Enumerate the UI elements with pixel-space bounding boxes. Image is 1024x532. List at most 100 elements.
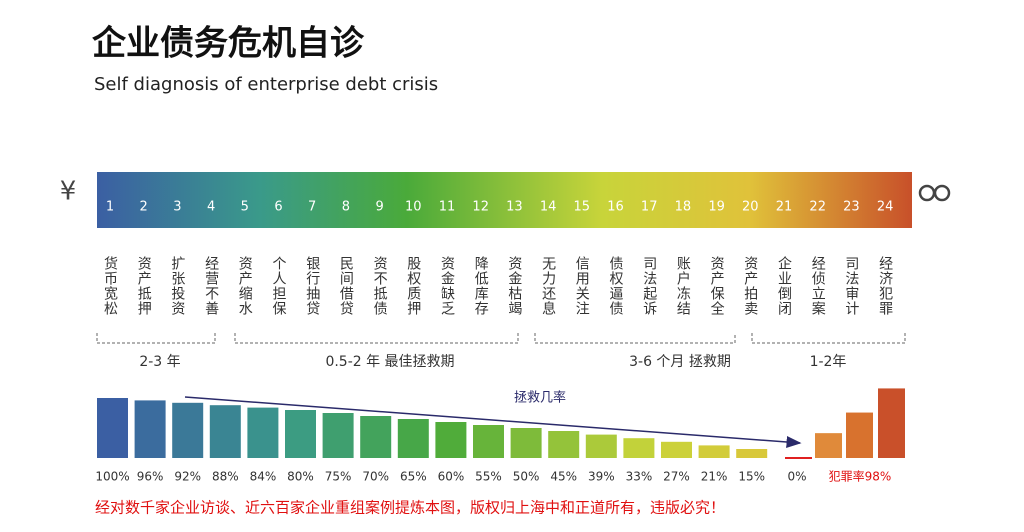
- stage-label: 经营不善: [203, 256, 219, 316]
- phase-bracket: [751, 333, 906, 344]
- stage-number: 8: [342, 200, 350, 215]
- rescue-bar: [736, 449, 768, 458]
- stage-label: 账户冻结: [675, 256, 691, 316]
- stage-label: 信用关注: [574, 256, 590, 316]
- rescue-value: 65%: [400, 470, 427, 484]
- stage-number: 1: [106, 200, 114, 215]
- stage-number: 12: [472, 200, 489, 215]
- phase-label: 3-6 个月 拯救期: [629, 354, 731, 370]
- rescue-bar: [698, 445, 730, 458]
- subtitle: Self diagnosis of enterprise debt crisis: [94, 74, 438, 95]
- rescue-value: 84%: [250, 470, 277, 484]
- rescue-bar: [209, 405, 241, 458]
- phase-bracket: [534, 333, 736, 344]
- stage-number: 9: [375, 200, 383, 215]
- stage-label: 经侦立案: [810, 256, 826, 316]
- stage-label: 资产缩水: [237, 256, 253, 316]
- stage-number: 14: [540, 200, 557, 215]
- stage-number: 21: [776, 200, 793, 215]
- stage-label: 司法审计: [843, 256, 859, 316]
- rescue-bar: [247, 407, 279, 458]
- rescue-bar: [661, 441, 692, 458]
- phase-label: 1-2年: [810, 354, 847, 370]
- stage-label: 银行抽贷: [304, 256, 320, 316]
- phase-bracket: [234, 333, 519, 344]
- stage-number: 4: [207, 200, 215, 215]
- rescue-value: 96%: [137, 470, 164, 484]
- rescue-bar: [97, 398, 128, 458]
- stage-band: [97, 172, 912, 228]
- phase-label: 2-3 年: [139, 354, 180, 370]
- rescue-value: 100%: [95, 470, 129, 484]
- stage-label: 个人担保: [271, 256, 287, 316]
- rescue-value: 0%: [787, 470, 806, 484]
- rescue-bar: [360, 416, 392, 458]
- rescue-value: 60%: [438, 470, 465, 484]
- stage-number: 2: [140, 200, 148, 215]
- crime-label: 犯罪率98%: [829, 469, 892, 484]
- stage-number: 17: [641, 200, 658, 215]
- stage-label: 企业倒闭: [776, 255, 792, 316]
- crime-bar: [878, 388, 905, 458]
- stage-number: 5: [241, 200, 249, 215]
- rescue-bar: [397, 419, 429, 458]
- crime-bar: [846, 412, 873, 458]
- stage-label: 民间借贷: [338, 256, 354, 316]
- stage-label: 无力还息: [540, 256, 556, 316]
- rescue-value: 70%: [362, 470, 389, 484]
- stage-label: 经济犯罪: [877, 256, 893, 316]
- stage-label: 资不抵债: [372, 256, 388, 316]
- stage-number: 15: [574, 200, 591, 215]
- rescue-bar: [172, 402, 204, 458]
- stage-number: 6: [274, 200, 282, 215]
- stage-label: 司法起诉: [641, 256, 657, 316]
- title: 企业债务危机自诊: [92, 24, 365, 64]
- crime-bar: [815, 433, 842, 458]
- stage-label: 资产抵押: [136, 256, 152, 316]
- rescue-value: 75%: [325, 470, 352, 484]
- rescue-value: 39%: [588, 470, 615, 484]
- rescue-value: 33%: [626, 470, 653, 484]
- rescue-value: 55%: [475, 470, 502, 484]
- stage-label: 资金枯竭: [506, 256, 522, 316]
- stage-number: 23: [843, 200, 860, 215]
- rescue-value: 21%: [701, 470, 728, 484]
- footer: 经对数千家企业访谈、近六百家企业重组案例提炼本图，版权归上海中和正道所有，违版必…: [95, 499, 725, 517]
- stage-number: 19: [708, 200, 725, 215]
- rescue-label: 拯救几率: [514, 390, 566, 406]
- trend-arrow: [184, 396, 802, 448]
- stage-label: 资产拍卖: [742, 256, 758, 316]
- stage-label: 降低库存: [473, 256, 489, 316]
- stage-number: 11: [439, 200, 456, 215]
- stage-label: 资金缺乏: [439, 256, 455, 316]
- stage-number: 13: [506, 200, 523, 215]
- rescue-value: 80%: [287, 470, 314, 484]
- stage-number: 7: [308, 200, 316, 215]
- stage-label: 扩张投资: [169, 256, 185, 316]
- rescue-value: 92%: [174, 470, 201, 484]
- handcuffs-icon: [918, 184, 951, 202]
- stage-number: 16: [607, 200, 624, 215]
- rescue-value: 45%: [550, 470, 577, 484]
- rescue-bar: [285, 410, 316, 458]
- rescue-value: 50%: [513, 470, 540, 484]
- rescue-bar: [548, 431, 580, 458]
- rescue-bar: [585, 434, 617, 458]
- stage-number: 22: [809, 200, 826, 215]
- rescue-bar: [322, 413, 354, 458]
- rescue-value: 27%: [663, 470, 690, 484]
- phase-label: 0.5-2 年 最佳拯救期: [325, 354, 454, 370]
- stage-number: 20: [742, 200, 759, 215]
- rescue-value: 88%: [212, 470, 239, 484]
- rescue-bar: [134, 400, 166, 458]
- rescue-bar: [435, 422, 467, 458]
- currency: ¥: [60, 177, 77, 207]
- stage-number: 24: [877, 200, 894, 215]
- stage-number: 10: [405, 200, 422, 215]
- rescue-value: 15%: [738, 470, 765, 484]
- phase-bracket: [96, 333, 216, 344]
- rescue-bar: [473, 425, 504, 458]
- stage-label: 货币宽松: [102, 255, 118, 316]
- stage-label: 股权质押: [405, 256, 421, 316]
